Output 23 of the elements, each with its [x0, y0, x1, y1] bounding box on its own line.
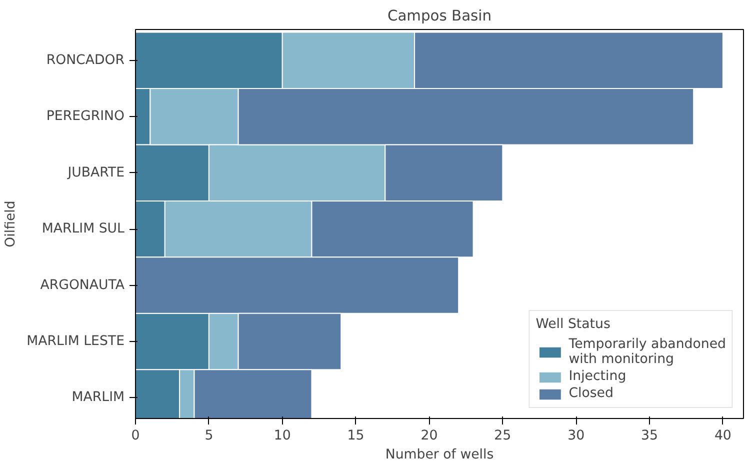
legend-label: Injecting — [568, 369, 626, 384]
x-tick-label: 35 — [641, 428, 658, 444]
legend-label: Temporarily abandoned with monitoring — [568, 337, 726, 367]
y-tick-label: MARLIM SUL — [42, 222, 126, 237]
x-tick-label: 10 — [274, 428, 291, 444]
x-axis-title: Number of wells — [385, 448, 494, 462]
x-tick-label: 40 — [714, 428, 732, 444]
y-tick-label: ARGONAUTA — [40, 278, 124, 293]
legend-label: Closed — [568, 386, 614, 401]
y-tick-label: MARLIM — [72, 390, 124, 406]
x-tick-label: 25 — [494, 428, 512, 444]
y-tick-label: JUBARTE — [66, 165, 125, 180]
x-tick-label: 30 — [568, 428, 585, 444]
y-tick-label: MARLIM LESTE — [26, 334, 125, 349]
chart-title: Campos Basin — [387, 8, 492, 24]
x-tick-label: 20 — [420, 428, 438, 444]
y-axis-title: Oilfield — [4, 200, 19, 248]
x-tick-label: 0 — [131, 428, 140, 444]
y-tick-label: PEREGRINO — [46, 109, 125, 124]
x-tick-label: 15 — [347, 428, 364, 444]
y-tick-label: RONCADOR — [46, 52, 125, 68]
x-tick-label: 5 — [204, 428, 214, 444]
legend-title: Well Status — [536, 317, 612, 332]
